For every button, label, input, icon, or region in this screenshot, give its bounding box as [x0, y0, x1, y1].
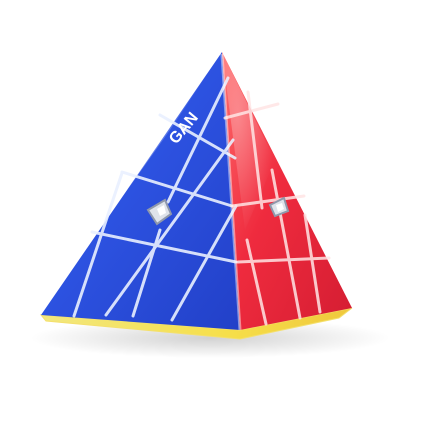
red-line-4: [246, 90, 264, 210]
blue-line-6: [170, 204, 238, 322]
blue-line-7: [131, 228, 162, 318]
red-center-cap: [268, 196, 290, 218]
red-line-6: [303, 213, 322, 314]
red-line-2: [230, 194, 306, 208]
blue-line-1: [158, 113, 237, 160]
blue-face: [41, 52, 240, 330]
red-line-7: [245, 238, 268, 326]
red-face-shine: [222, 52, 275, 230]
blue-line-4: [166, 76, 230, 204]
blue-face-shine: [41, 52, 222, 315]
front-edge-highlight: [220, 53, 242, 331]
blue-line-2: [120, 170, 234, 208]
blue-line-3: [90, 230, 238, 264]
red-face-lines: [223, 90, 331, 326]
blue-face-lines: [72, 76, 238, 322]
blue-line-8: [72, 171, 124, 318]
blue-center-cap: [146, 198, 173, 226]
blue-line-5: [104, 138, 235, 317]
red-line-5: [270, 168, 302, 320]
